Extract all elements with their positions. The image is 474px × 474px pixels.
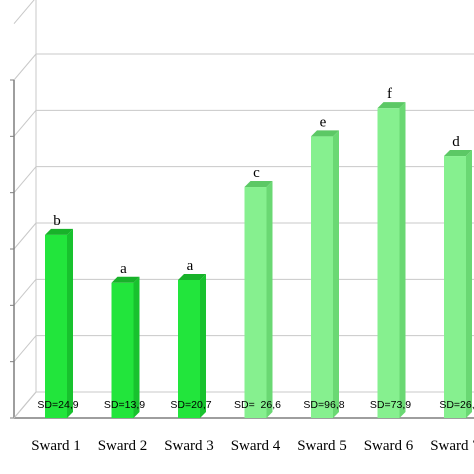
bar <box>444 150 472 419</box>
x-tick-label: Sward 3 <box>164 438 214 454</box>
sd-label: SD=73,9 <box>370 399 411 411</box>
significance-letter: b <box>53 213 61 229</box>
sd-label: SD=13,9 <box>104 399 145 411</box>
sd-label: SD=96,8 <box>303 399 344 411</box>
significance-letter: d <box>452 134 460 150</box>
sd-label: SD= 26,6 <box>234 399 281 411</box>
bar <box>377 102 406 419</box>
bar <box>45 228 73 418</box>
significance-letter: a <box>120 261 127 277</box>
significance-letter: f <box>387 86 392 102</box>
bar <box>244 181 273 418</box>
significance-letter: e <box>320 114 327 130</box>
x-tick-label: Sward 5 <box>297 438 347 454</box>
sd-label: SD=24,9 <box>37 399 78 411</box>
gridline <box>13 0 35 24</box>
sd-label: SD=20,7 <box>170 399 211 411</box>
bar <box>178 273 206 418</box>
significance-letter: a <box>187 258 194 274</box>
label-layer: b SD=24,9 Sward 1 a SD=13,9 Sward 2 a SD=20,7 Sw… <box>31 86 474 454</box>
x-tick-label: Sward 1 <box>31 438 81 454</box>
x-tick-label: Sward 7 <box>430 438 474 454</box>
bar-layer <box>45 102 472 419</box>
x-tick-label: Sward 2 <box>98 438 148 454</box>
bar <box>311 130 339 419</box>
y-axis <box>10 79 15 419</box>
sd-label: SD=26, <box>439 399 474 411</box>
x-tick-label: Sward 4 <box>231 438 281 454</box>
x-tick-label: Sward 6 <box>364 438 414 454</box>
gridline <box>13 53 474 81</box>
significance-letter: c <box>253 165 260 181</box>
bar <box>111 276 140 418</box>
